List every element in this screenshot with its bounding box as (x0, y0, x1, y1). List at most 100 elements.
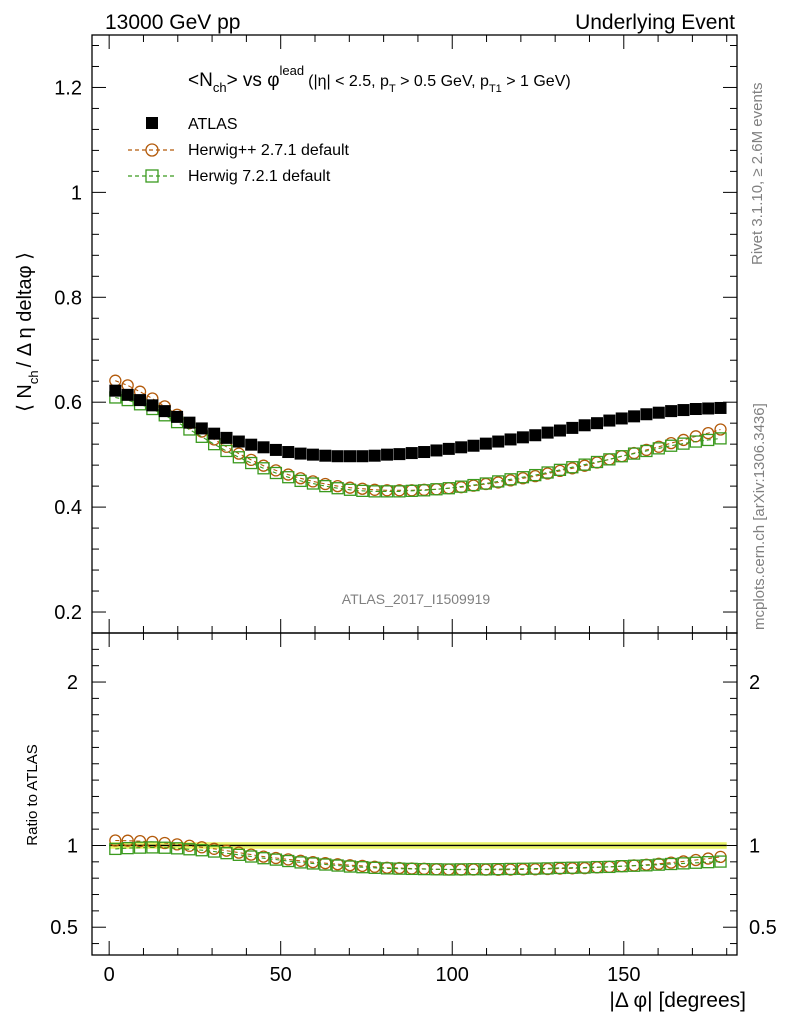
ratio-herwigpp-point (109, 834, 122, 847)
ratio-herwig7-point (282, 854, 295, 868)
atlas-point (677, 404, 690, 417)
herwig7-point (566, 461, 579, 474)
ratio-herwigpp-point (121, 834, 134, 847)
herwig7-point (282, 471, 295, 484)
ratio-herwig7-point (615, 860, 628, 873)
atlas-point (146, 399, 159, 412)
ratio-herwig7-point (146, 841, 159, 854)
ratio-herwig7-point (590, 860, 604, 874)
legend-herwigpp-label: Herwig++ 2.7.1 default (188, 142, 350, 159)
atlas-point (171, 410, 184, 423)
ratio-herwig7-point (220, 847, 233, 860)
herwig7-point (652, 442, 665, 455)
y-tick-label-main: 0.4 (54, 497, 82, 519)
rivet-label: Rivet 3.1.10, ≥ 2.6M events (749, 83, 766, 266)
atlas-point (282, 446, 295, 459)
atlas-point (368, 449, 381, 462)
title-sup: lead (280, 63, 305, 78)
x-axis-label: |Δ φ| [degrees] (609, 989, 746, 1012)
header-left: 13000 GeV pp (105, 11, 240, 34)
ratio-herwig7-line (115, 846, 721, 871)
herwig7-point (702, 433, 715, 447)
herwig7-point (331, 482, 344, 495)
y-tick-label-ratio-right: 1 (749, 835, 760, 857)
y-tick-label-main: 0.2 (54, 602, 82, 624)
series-herwig7 (109, 391, 727, 498)
herwig7-point (504, 473, 517, 486)
series-herwigpp (109, 374, 727, 497)
ratio-herwig7-point (603, 860, 616, 874)
y-axis-label-main: ⟨ Nch / Δ η deltaφ ⟩ (14, 252, 41, 412)
herwig7-point (627, 447, 641, 460)
legend-herwig7-label: Herwig 7.2.1 default (188, 168, 331, 185)
herwig7-point (245, 456, 258, 470)
analysis-label: ATLAS_2017_I1509919 (342, 591, 491, 607)
herwig7-point (368, 485, 381, 498)
y-tick-label-main: 1 (71, 182, 82, 204)
ratio-herwig7-point (529, 862, 542, 875)
atlas-point (393, 448, 406, 461)
y-axis-label-ratio: Ratio to ATLAS (24, 744, 41, 845)
ratio-herwig7-point (121, 841, 134, 855)
ratio-herwig7-point (677, 857, 690, 870)
herwig7-point (319, 479, 332, 493)
x-tick-label: 150 (607, 964, 640, 986)
atlas-point (455, 441, 468, 454)
ratio-herwig7-point (109, 842, 122, 856)
herwig7-point (356, 484, 369, 497)
ratio-herwig7-point (195, 844, 208, 857)
title-cond-sub2: T1 (489, 83, 502, 95)
x-tick-label: 0 (104, 964, 115, 986)
header-right: Underlying Event (575, 11, 735, 34)
atlas-point (529, 429, 542, 442)
ratio-herwig7-point (442, 863, 455, 876)
atlas-point (603, 414, 616, 427)
atlas-point (615, 412, 628, 425)
ratio-series (109, 834, 727, 876)
ratio-herwig7-point (504, 862, 517, 876)
legend-atlas-label: ATLAS (188, 116, 238, 133)
atlas-point (714, 401, 727, 414)
herwig7-point (269, 466, 283, 480)
atlas-point (467, 439, 480, 452)
mcplots-label: mcplots.cern.ch [arXiv:1306.3436] (751, 403, 768, 630)
ratio-herwig7-point (479, 863, 493, 876)
herwig7-point (603, 453, 616, 466)
herwig7-point (615, 450, 628, 463)
y-tick-label-ratio-right: 2 (749, 672, 760, 694)
atlas-point (553, 424, 566, 437)
herwig7-point (393, 485, 406, 498)
ratio-herwig7-point (417, 862, 431, 876)
ratio-herwig7-point (541, 862, 554, 875)
atlas-point (245, 438, 258, 451)
ratio-herwig7-point (368, 861, 381, 874)
ratio-herwig7-point (170, 842, 184, 855)
atlas-point (208, 427, 221, 440)
atlas-point (418, 446, 431, 459)
ratio-herwig7-point (294, 856, 307, 869)
atlas-point (430, 444, 443, 457)
ratio-herwig7-point (430, 863, 443, 876)
ratio-herwig7-point (455, 863, 468, 876)
herwig7-point (380, 485, 394, 498)
legend-herwig7-marker (145, 169, 159, 183)
ratio-herwig7-point (689, 856, 702, 869)
herwigpp-point (702, 426, 715, 440)
x-tick-label: 50 (270, 964, 292, 986)
atlas-point (504, 433, 517, 446)
ratio-herwigpp-point (714, 850, 727, 864)
legend-herwigpp-marker (145, 143, 159, 157)
ratio-herwig7-point (566, 861, 579, 874)
atlas-point (319, 449, 332, 462)
herwig7-point (232, 451, 245, 464)
y-tick-label-main: 1.2 (54, 77, 82, 99)
herwig7-point (590, 455, 604, 469)
ratio-herwig7-point (664, 857, 678, 871)
ratio-herwig7-point (133, 841, 147, 854)
herwig7-point (405, 484, 418, 497)
atlas-point (702, 402, 715, 415)
herwigpp-point (714, 423, 727, 436)
atlas-point (652, 406, 665, 419)
ratio-herwigpp-point (133, 835, 147, 848)
ratio-herwig7-point (232, 848, 245, 861)
